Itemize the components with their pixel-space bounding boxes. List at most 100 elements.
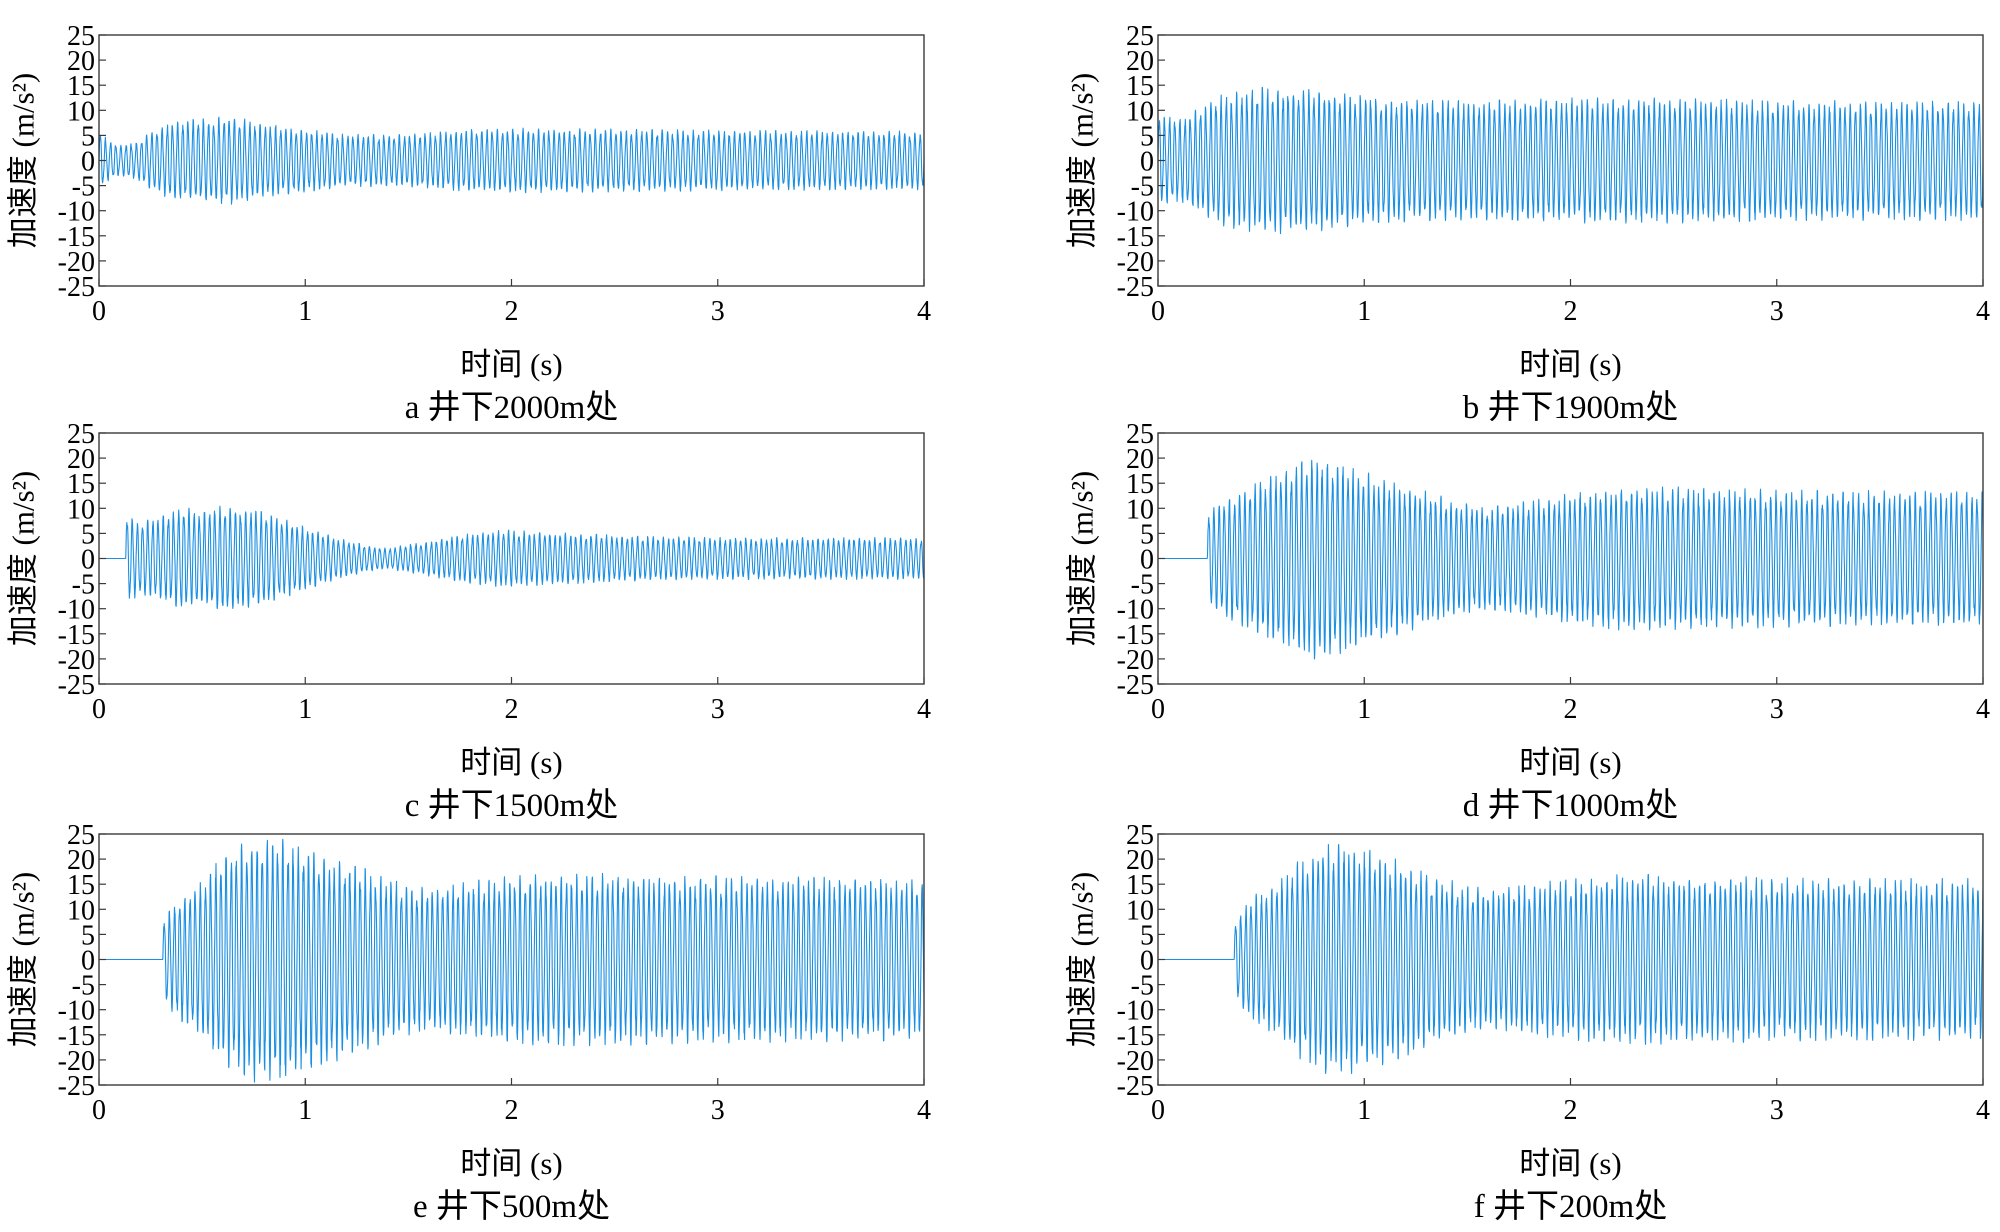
y-tick-label: 10: [67, 494, 95, 525]
plot-frame: [1157, 833, 1984, 1086]
y-tick-label: -5: [72, 971, 95, 1002]
panel-caption: a 井下2000m处: [405, 389, 619, 426]
y-tick-label: -20: [1117, 247, 1154, 278]
y-tick-label: 5: [81, 519, 95, 550]
x-tick-label: 3: [711, 296, 725, 327]
plot-frame: [98, 432, 925, 685]
x-axis-label: 时间 (s): [1519, 347, 1621, 382]
series-line: [99, 838, 924, 1083]
y-tick-label: 25: [1126, 419, 1154, 450]
y-tick-label: 5: [81, 920, 95, 951]
y-tick-label: 10: [1126, 494, 1154, 525]
y-tick-label: -20: [1117, 1046, 1154, 1077]
y-tick-label: 15: [67, 469, 95, 500]
y-tick-label: 10: [67, 895, 95, 926]
x-tick-label: 3: [1770, 694, 1784, 725]
y-tick-label: -15: [1117, 222, 1154, 253]
y-tick-label: -25: [1117, 272, 1154, 303]
y-tick-label: -10: [1117, 197, 1154, 228]
y-tick-label: 25: [1126, 21, 1154, 52]
x-tick-label: 4: [917, 296, 931, 327]
y-tick-label: -10: [58, 595, 95, 626]
panel-caption: d 井下1000m处: [1463, 787, 1678, 824]
y-tick-label: -5: [1131, 172, 1154, 203]
y-tick-label: 0: [1140, 946, 1154, 977]
x-tick-label: 1: [298, 296, 312, 327]
x-tick-label: 4: [1976, 694, 1990, 725]
x-tick-label: 2: [505, 296, 519, 327]
x-tick-label: 0: [1151, 694, 1165, 725]
x-axis-label: 时间 (s): [460, 347, 562, 382]
y-tick-label: 0: [1140, 147, 1154, 178]
panel-caption: e 井下500m处: [413, 1188, 610, 1225]
x-tick-label: 2: [1564, 1095, 1578, 1126]
x-tick-label: 3: [711, 694, 725, 725]
y-tick-label: 10: [1126, 96, 1154, 127]
y-tick-label: -25: [58, 1071, 95, 1102]
series-line: [99, 116, 924, 205]
x-tick-label: 0: [1151, 1095, 1165, 1126]
x-tick-label: 2: [1564, 694, 1578, 725]
x-tick-label: 1: [298, 694, 312, 725]
y-tick-label: 20: [67, 845, 95, 876]
y-tick-label: -15: [1117, 1021, 1154, 1052]
panel-caption: c 井下1500m处: [405, 787, 619, 824]
y-tick-label: -10: [1117, 996, 1154, 1027]
x-tick-label: 4: [917, 694, 931, 725]
series-line: [1158, 459, 1983, 660]
y-tick-label: -15: [58, 222, 95, 253]
y-tick-label: 0: [81, 545, 95, 576]
x-axis-label: 时间 (s): [460, 745, 562, 780]
y-tick-label: -15: [58, 1021, 95, 1052]
y-tick-label: 15: [1126, 71, 1154, 102]
y-tick-label: 25: [1126, 820, 1154, 851]
y-axis-label: 加速度 (m/s²): [1065, 471, 1100, 646]
y-tick-label: 5: [81, 121, 95, 152]
y-tick-label: -25: [58, 272, 95, 303]
y-tick-label: -10: [58, 996, 95, 1027]
y-tick-label: 20: [1126, 845, 1154, 876]
y-axis-label: 加速度 (m/s²): [6, 872, 41, 1047]
y-tick-label: -25: [1117, 670, 1154, 701]
y-tick-label: 20: [67, 46, 95, 77]
x-tick-label: 0: [1151, 296, 1165, 327]
y-tick-label: 10: [67, 96, 95, 127]
y-tick-label: -5: [1131, 971, 1154, 1002]
y-tick-label: 5: [1140, 920, 1154, 951]
y-tick-label: -5: [72, 172, 95, 203]
series-line: [1158, 844, 1983, 1075]
x-tick-label: 2: [505, 1095, 519, 1126]
y-tick-label: -20: [58, 645, 95, 676]
y-tick-label: 20: [1126, 46, 1154, 77]
x-axis-label: 时间 (s): [1519, 745, 1621, 780]
x-tick-label: 0: [92, 694, 106, 725]
y-tick-label: -20: [58, 1046, 95, 1077]
x-tick-label: 1: [1357, 694, 1371, 725]
x-tick-label: 1: [1357, 1095, 1371, 1126]
y-tick-label: -5: [1131, 570, 1154, 601]
y-tick-label: 15: [1126, 469, 1154, 500]
x-axis-label: 时间 (s): [460, 1146, 562, 1181]
x-tick-label: 2: [505, 694, 519, 725]
x-tick-label: 0: [92, 296, 106, 327]
y-axis-label: 加速度 (m/s²): [1065, 73, 1100, 248]
y-tick-label: 20: [67, 444, 95, 475]
y-tick-label: -25: [58, 670, 95, 701]
x-axis-label: 时间 (s): [1519, 1146, 1621, 1181]
y-tick-label: 5: [1140, 121, 1154, 152]
y-tick-label: 10: [1126, 895, 1154, 926]
y-tick-label: 0: [81, 946, 95, 977]
y-tick-label: 25: [67, 820, 95, 851]
panel-caption: b 井下1900m处: [1463, 389, 1678, 426]
x-tick-label: 2: [1564, 296, 1578, 327]
x-tick-label: 1: [1357, 296, 1371, 327]
y-axis-label: 加速度 (m/s²): [6, 73, 41, 248]
x-tick-label: 4: [1976, 296, 1990, 327]
